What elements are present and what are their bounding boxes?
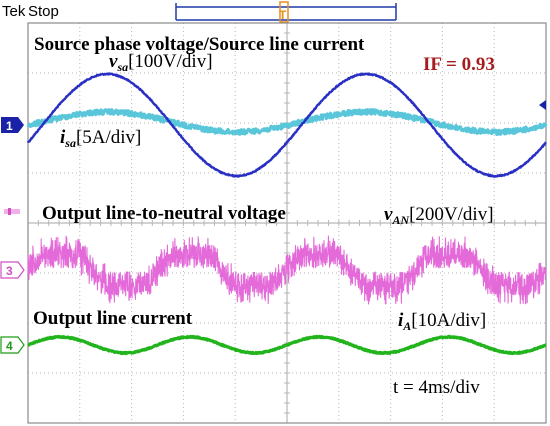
ch1-marker-icon[interactable]: 1 bbox=[1, 117, 24, 133]
ch1-marker-label: 1 bbox=[6, 119, 13, 133]
record-position-bar bbox=[175, 3, 397, 21]
ia-label: iA[10A/div] bbox=[398, 310, 486, 333]
pf-readout: IF = 0.93 bbox=[423, 54, 495, 75]
ch3-marker-icon[interactable]: 3 bbox=[0, 261, 25, 279]
acquisition-status: Stop bbox=[28, 3, 59, 20]
source-current-trace bbox=[26, 108, 548, 136]
output-voltage-title: Output line-to-neutral voltage bbox=[42, 203, 286, 224]
output-voltage-trace bbox=[27, 235, 547, 305]
trigger-position-icon[interactable]: T bbox=[279, 1, 289, 23]
van-label: vAN[200V/div] bbox=[384, 204, 494, 227]
ref-level-arrow-icon bbox=[539, 100, 546, 110]
svg-text:T: T bbox=[279, 8, 287, 22]
output-current-trace bbox=[26, 334, 548, 356]
source-title: Source phase voltage/Source line current bbox=[34, 34, 365, 55]
vsa-label: vsa[100V/div] bbox=[109, 51, 213, 74]
graticule-border bbox=[27, 22, 547, 424]
timebase-readout: t = 4ms/div bbox=[393, 377, 480, 398]
ch4-marker-icon[interactable]: 4 bbox=[0, 336, 25, 354]
graticule-grid bbox=[27, 22, 546, 423]
math-marker-icon bbox=[4, 208, 20, 215]
ch3-marker-label: 3 bbox=[6, 264, 13, 278]
ch4-marker-label: 4 bbox=[6, 339, 13, 353]
source-voltage-trace bbox=[26, 72, 547, 178]
brand-label: Tek bbox=[2, 3, 26, 20]
isa-label: isa[5A/div] bbox=[60, 127, 141, 150]
output-current-title: Output line current bbox=[33, 308, 193, 329]
